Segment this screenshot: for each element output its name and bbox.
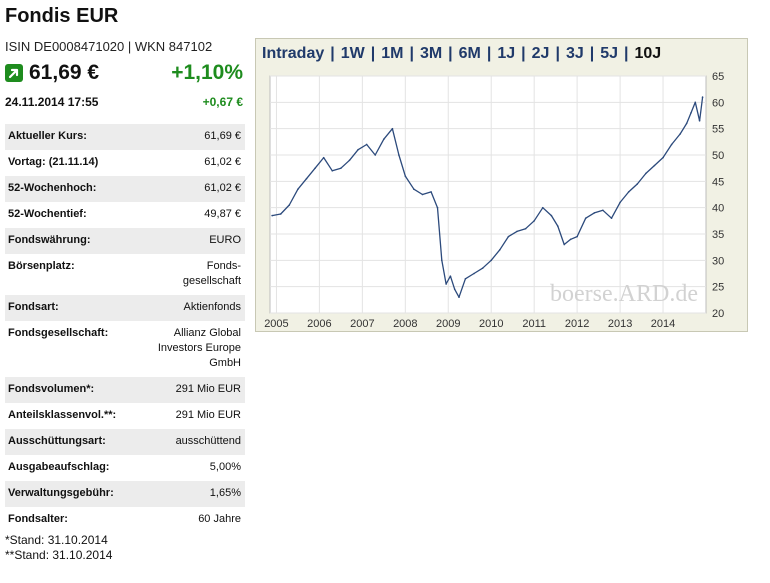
detail-value: Fonds-gesellschaft [182, 260, 241, 287]
detail-label: 52-Wochenhoch: [8, 182, 97, 194]
tab-separator: | [330, 45, 335, 62]
detail-row-52-wochenhoch: 52-Wochenhoch: 61,02 € [5, 176, 245, 202]
detail-row-aktueller-kurs: Aktueller Kurs: 61,69 € [5, 124, 245, 150]
tab-3j[interactable]: 3J [565, 45, 584, 62]
detail-label: Anteilsklassenvol.**: [8, 409, 117, 421]
quote-datetime: 24.11.2014 17:55 [5, 95, 99, 109]
detail-label: Fondsalter: [8, 513, 68, 525]
tab-separator: | [448, 45, 453, 62]
chart-svg: 20 25 30 35 40 45 50 55 60 65 2005 2006 2007 2008 2009… [264, 71, 724, 330]
detail-row-fondsalter: Fondsalter: 60 Jahre [5, 507, 245, 533]
detail-row-fondsart: Fondsart: Aktienfonds [5, 295, 245, 321]
y-tick-label: 55 [712, 124, 724, 136]
detail-value: 60 Jahre [198, 513, 241, 525]
x-tick-label: 2011 [522, 318, 546, 330]
x-tick-label: 2005 [264, 318, 288, 330]
tab-1j[interactable]: 1J [497, 45, 516, 62]
detail-row-anteilsklassenvol: Anteilsklassenvol.**: 291 Mio EUR [5, 403, 245, 429]
tab-5j[interactable]: 5J [600, 45, 619, 62]
isin-wkn: ISIN DE0008471020 | WKN 847102 [5, 39, 213, 54]
detail-row-boersenplatz: Börsenplatz: Fonds-gesellschaft [5, 254, 245, 295]
x-tick-label: 2007 [350, 318, 374, 330]
arrow-up-icon [5, 64, 23, 82]
detail-row-fondsvolumen: Fondsvolumen*: 291 Mio EUR [5, 377, 245, 403]
y-tick-label: 60 [712, 97, 724, 109]
detail-value: 291 Mio EUR [175, 383, 241, 395]
detail-row-ausgabeaufschlag: Ausgabeaufschlag: 5,00% [5, 455, 245, 481]
tab-2j[interactable]: 2J [531, 45, 550, 62]
detail-value: ausschüttend [175, 435, 241, 447]
tab-10j[interactable]: 10J [634, 45, 662, 62]
detail-label: Ausschüttungsart: [8, 435, 106, 447]
x-tick-label: 2006 [307, 318, 331, 330]
y-tick-label: 65 [712, 71, 724, 83]
detail-value: Allianz Global Investors Europe GmbH [157, 327, 241, 369]
tab-separator: | [409, 45, 414, 62]
tab-1w[interactable]: 1W [340, 45, 365, 62]
detail-label: Fondswährung: [8, 234, 91, 246]
price-line [271, 97, 704, 298]
plot-area [269, 75, 707, 314]
tab-separator: | [555, 45, 560, 62]
detail-row-fondsgesellschaft: Fondsgesellschaft: Allianz Global Investo… [5, 321, 245, 377]
detail-label: Börsenplatz: [8, 260, 75, 272]
footnote-2: **Stand: 31.10.2014 [5, 548, 113, 562]
y-tick-label: 20 [712, 308, 724, 320]
detail-value: 49,87 € [204, 208, 241, 220]
detail-label: Fondsgesellschaft: [8, 327, 109, 339]
detail-row-vortag: Vortag: (21.11.14) 61,02 € [5, 150, 245, 176]
x-tick-label: 2008 [393, 318, 417, 330]
y-tick-label: 40 [712, 203, 724, 215]
detail-value: 5,00% [209, 461, 241, 473]
detail-value: Aktienfonds [183, 301, 241, 313]
tab-separator: | [370, 45, 376, 62]
x-tick-label: 2014 [651, 318, 675, 330]
fund-title: Fondis EUR [5, 5, 119, 27]
x-tick-label: 2010 [479, 318, 503, 330]
detail-row-52-wochentief: 52-Wochentief: 49,87 € [5, 202, 245, 228]
change-percent: +1,10% [171, 61, 243, 84]
y-tick-label: 50 [712, 150, 724, 162]
tab-6m[interactable]: 6M [458, 45, 481, 62]
price-chart: Intraday | 1W | 1M | 3M | 6M | 1J | 2J | 3J | 5J… [255, 38, 748, 332]
detail-label: Ausgabeaufschlag: [8, 461, 110, 473]
detail-row-verwaltungsgebuehr: Verwaltungsgebühr: 1,65% [5, 481, 245, 507]
detail-label: Fondsvolumen*: [8, 383, 95, 395]
tab-1m[interactable]: 1M [381, 45, 404, 62]
y-tick-label: 35 [712, 229, 724, 241]
detail-value: 1,65% [209, 487, 241, 499]
y-tick-label: 30 [712, 255, 724, 267]
detail-row-ausschuettungsart: Ausschüttungsart: ausschüttend [5, 429, 245, 455]
tab-separator: | [589, 45, 595, 62]
x-tick-label: 2009 [436, 318, 460, 330]
change-absolute: +0,67 € [202, 95, 243, 109]
tab-intraday[interactable]: Intraday [262, 45, 325, 62]
tab-3m[interactable]: 3M [419, 45, 443, 62]
detail-value: EURO [209, 234, 241, 246]
y-tick-label: 45 [712, 176, 724, 188]
current-price: 61,69 € [29, 61, 100, 84]
watermark-logo: boerse.ARD.de [550, 281, 698, 307]
detail-label: Aktueller Kurs: [8, 130, 87, 142]
detail-value: 61,02 € [204, 156, 241, 168]
price-row: 61,69 € +1,10% [5, 61, 243, 87]
detail-value: 61,69 € [204, 130, 241, 142]
details-table: Aktueller Kurs: 61,69 € Vortag: (21.11.14… [5, 124, 245, 533]
detail-value: 61,02 € [204, 182, 241, 194]
detail-label: 52-Wochentief: [8, 208, 87, 220]
tab-separator: | [624, 45, 629, 62]
detail-label: Vortag: (21.11.14) [8, 156, 99, 168]
tab-separator: | [521, 45, 526, 62]
detail-label: Fondsart: [8, 301, 59, 313]
detail-row-fondswaehrung: Fondswährung: EURO [5, 228, 245, 254]
chart-range-tabs: Intraday | 1W | 1M | 3M | 6M | 1J | 2J | 3J | 5J… [262, 45, 667, 63]
y-tick-label: 25 [712, 282, 724, 294]
footnote-1: *Stand: 31.10.2014 [5, 533, 108, 547]
tab-separator: | [486, 45, 492, 62]
detail-label: Verwaltungsgebühr: [8, 487, 114, 499]
x-tick-label: 2013 [608, 318, 632, 330]
detail-value: 291 Mio EUR [175, 409, 241, 421]
x-tick-label: 2012 [565, 318, 589, 330]
